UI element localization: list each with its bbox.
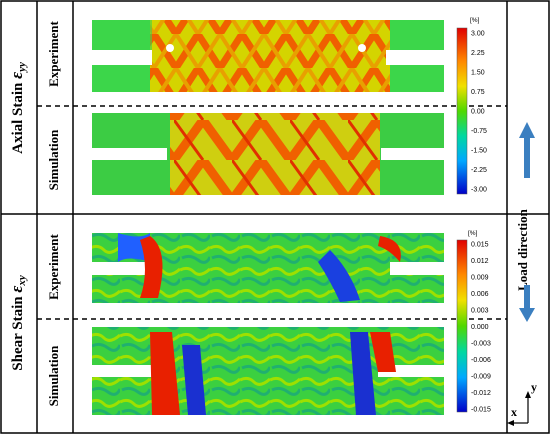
shear-colorbar-tick-label: 0.015	[471, 242, 489, 249]
axial-colorbar-unit: [%]	[470, 17, 480, 24]
shear-colorbar-tick-label: 0.003	[471, 308, 489, 315]
axial-experiment-field	[92, 20, 446, 92]
shear-colorbar-tick-label: -0.009	[471, 374, 491, 381]
shear-colorbar-tick-label: -0.015	[471, 407, 491, 414]
shear-simulation-field	[92, 327, 446, 415]
shear-simulation-label: Simulation	[46, 345, 61, 406]
axial-colorbar-tick-label: -1.50	[471, 148, 487, 155]
axial-colorbar-tick-label: 0.75	[471, 89, 485, 96]
y-axis-label: y	[531, 380, 537, 394]
shear-colorbar-tick-label: 0.012	[471, 258, 489, 265]
load-direction-up-arrow	[519, 122, 535, 178]
shear-colorbar-tick-label: -0.006	[471, 357, 491, 364]
axial-colorbar-tick-label: -2.25	[471, 167, 487, 174]
axial-simulation-label: Simulation	[46, 129, 61, 190]
shear-colorbar-unit: [%]	[468, 230, 478, 237]
shear-colorbar-tick-label: 0.009	[471, 275, 489, 282]
axial-strain-title: Axial Stain εyy	[7, 62, 28, 154]
axial-colorbar	[456, 27, 468, 195]
shear-colorbar-ticks: 0.015 0.012 0.009 0.006 0.003 0.000 -0.003 -0.0…	[471, 242, 491, 414]
axial-colorbar-tick-label: -3.00	[471, 187, 487, 194]
axial-colorbar-tick-label: 2.25	[471, 50, 485, 57]
load-direction-label: Load direction	[515, 208, 530, 291]
axial-colorbar-tick-label: 3.00	[471, 31, 485, 38]
shear-colorbar-tick-label: 0.006	[471, 291, 489, 298]
shear-experiment-label: Experiment	[46, 233, 61, 299]
axial-simulation-field	[92, 113, 446, 195]
axial-colorbar-ticks: 3.00 2.25 1.50 0.75 0.00 -0.75 -1.50 -2.25 -3.00	[471, 31, 487, 194]
axial-colorbar-tick-label: 1.50	[471, 70, 485, 77]
shear-colorbar-tick-label: -0.003	[471, 341, 491, 348]
shear-experiment-field	[92, 233, 446, 303]
axial-colorbar-tick-label: -0.75	[471, 128, 487, 135]
axial-colorbar-tick-label: 0.00	[471, 109, 485, 116]
shear-colorbar	[456, 239, 468, 413]
load-direction-down-arrow	[519, 285, 535, 322]
shear-strain-title: Shear Stain εxy	[7, 275, 28, 371]
x-axis-label: x	[511, 405, 517, 419]
shear-colorbar-tick-label: 0.000	[471, 324, 489, 331]
shear-colorbar-tick-label: -0.012	[471, 390, 491, 397]
coordinate-axes	[507, 391, 531, 426]
axial-experiment-label: Experiment	[46, 20, 61, 86]
